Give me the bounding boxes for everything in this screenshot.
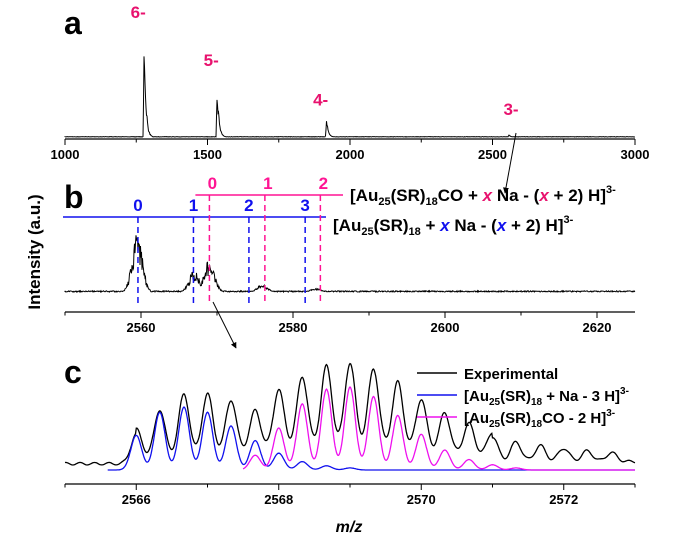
series-0-position-label: 2	[244, 196, 253, 215]
panel-a-x-tick-label: 1500	[193, 147, 222, 162]
lb-prefix: [Au	[464, 388, 489, 405]
charge-state-label: 5-	[204, 51, 219, 70]
panel-a-x-tick-label: 2500	[478, 147, 507, 162]
lv-mid: (SR)	[500, 410, 531, 427]
legend-label-co-adduct: [Au25(SR)18CO - 2 H]3-	[464, 408, 615, 430]
charge-state-label: 3-	[503, 100, 518, 119]
f1-var2: x	[538, 186, 550, 205]
lb-sup: 3-	[620, 386, 629, 397]
charge-state-label: 4-	[313, 91, 328, 110]
panel-a-label: a	[64, 5, 82, 41]
lb-end: + Na - 3 H]	[542, 388, 620, 405]
panel-b-spectrum-trace	[64, 235, 636, 294]
panel-b-ticks: 2560 2580 2600 2620	[64, 312, 612, 335]
series-1-position-label: 0	[208, 174, 217, 193]
panel-b-label: b	[64, 179, 84, 215]
f1-prefix: [Au	[350, 186, 378, 205]
lb-sub1: 25	[489, 397, 501, 408]
f2-tail: +	[421, 216, 440, 235]
panel-c-ticks: 2566 2568 2570 2572	[64, 484, 636, 507]
panel-c-x-tick-label: 2572	[549, 492, 578, 507]
panel-b-x-tick-label: 2620	[583, 320, 612, 335]
panel-c-x-tick-label: 2568	[264, 492, 293, 507]
lb-sub2: 18	[531, 397, 543, 408]
panel-c-x-tick-label: 2566	[122, 492, 151, 507]
series-1-position-label: 1	[263, 174, 272, 193]
f1-mid: (SR)	[391, 186, 426, 205]
panel-a-ticks: 1000 1500 2000 2500 3000	[51, 139, 650, 162]
panel-c: c 2566 2568 2570 2572 m/z Experimental [Au2…	[64, 354, 636, 536]
panel-b-x-tick-label: 2600	[431, 320, 460, 335]
series-1-position-label: 2	[319, 174, 328, 193]
panel-b-zoom-arrow	[212, 301, 237, 349]
f2-prefix: [Au	[333, 216, 361, 235]
formula-co-series: [Au25(SR)18CO + x Na - (x + 2) H]3-	[350, 184, 616, 208]
series-0-position-label: 0	[133, 196, 142, 215]
series-0-position-label: 1	[189, 196, 198, 215]
f1-sub1: 25	[378, 196, 390, 208]
panel-a-x-tick-label: 3000	[621, 147, 650, 162]
lv-sub2: 18	[531, 419, 543, 430]
charge-state-label: 6-	[131, 3, 146, 22]
legend-label-na-adduct: [Au25(SR)18 + Na - 3 H]3-	[464, 386, 629, 408]
x-axis-label: m/z	[336, 519, 363, 536]
lv-end: CO - 2 H]	[542, 410, 606, 427]
f1-sup: 3-	[606, 184, 616, 196]
f1-sub2: 18	[426, 196, 438, 208]
panel-a-zoom-arrow	[503, 132, 517, 194]
series-0-position-label: 3	[300, 196, 309, 215]
series-co-adduct-line	[242, 386, 635, 471]
panel-a-x-tick-label: 1000	[51, 147, 80, 162]
f1-end: + 2) H]	[549, 186, 606, 205]
f1-var: x	[482, 186, 494, 205]
formula-base-series: [Au25(SR)18 + x Na - (x + 2) H]3-	[333, 214, 574, 238]
y-axis-label: Intensity (a.u.)	[25, 194, 44, 309]
panel-a-spectrum-trace	[64, 56, 636, 138]
f2-sub1: 25	[361, 226, 373, 238]
lv-prefix: [Au	[464, 410, 489, 427]
panel-a-x-tick-label: 2000	[336, 147, 365, 162]
f2-sup: 3-	[563, 214, 573, 226]
panel-b-series-markers: 0 1 2 30 1 2	[63, 174, 343, 304]
panel-c-legend: Experimental [Au25(SR)18 + Na - 3 H]3- […	[417, 366, 629, 430]
lv-sup: 3-	[606, 408, 615, 419]
f2-sub2: 18	[409, 226, 421, 238]
panel-c-x-tick-label: 2570	[407, 492, 436, 507]
series-experimental-line	[64, 362, 636, 466]
lv-sub1: 25	[489, 419, 501, 430]
panel-c-label: c	[64, 354, 82, 390]
panel-a: a 1000 1500 2000 2500 3000 6- 5- 4- 3-	[51, 3, 650, 194]
panel-b-x-tick-label: 2580	[279, 320, 308, 335]
f2-na: Na - (	[450, 216, 498, 235]
f1-tail: CO +	[438, 186, 483, 205]
f2-end: + 2) H]	[506, 216, 563, 235]
f2-var2: x	[496, 216, 508, 235]
panel-b-x-tick-label: 2560	[127, 320, 156, 335]
panel-a-peak-labels: 6- 5- 4- 3-	[131, 3, 519, 119]
f2-mid: (SR)	[374, 216, 409, 235]
lb-mid: (SR)	[500, 388, 531, 405]
legend-label-experimental: Experimental	[464, 366, 558, 383]
f2-var: x	[439, 216, 451, 235]
f1-na: Na - (	[492, 186, 540, 205]
